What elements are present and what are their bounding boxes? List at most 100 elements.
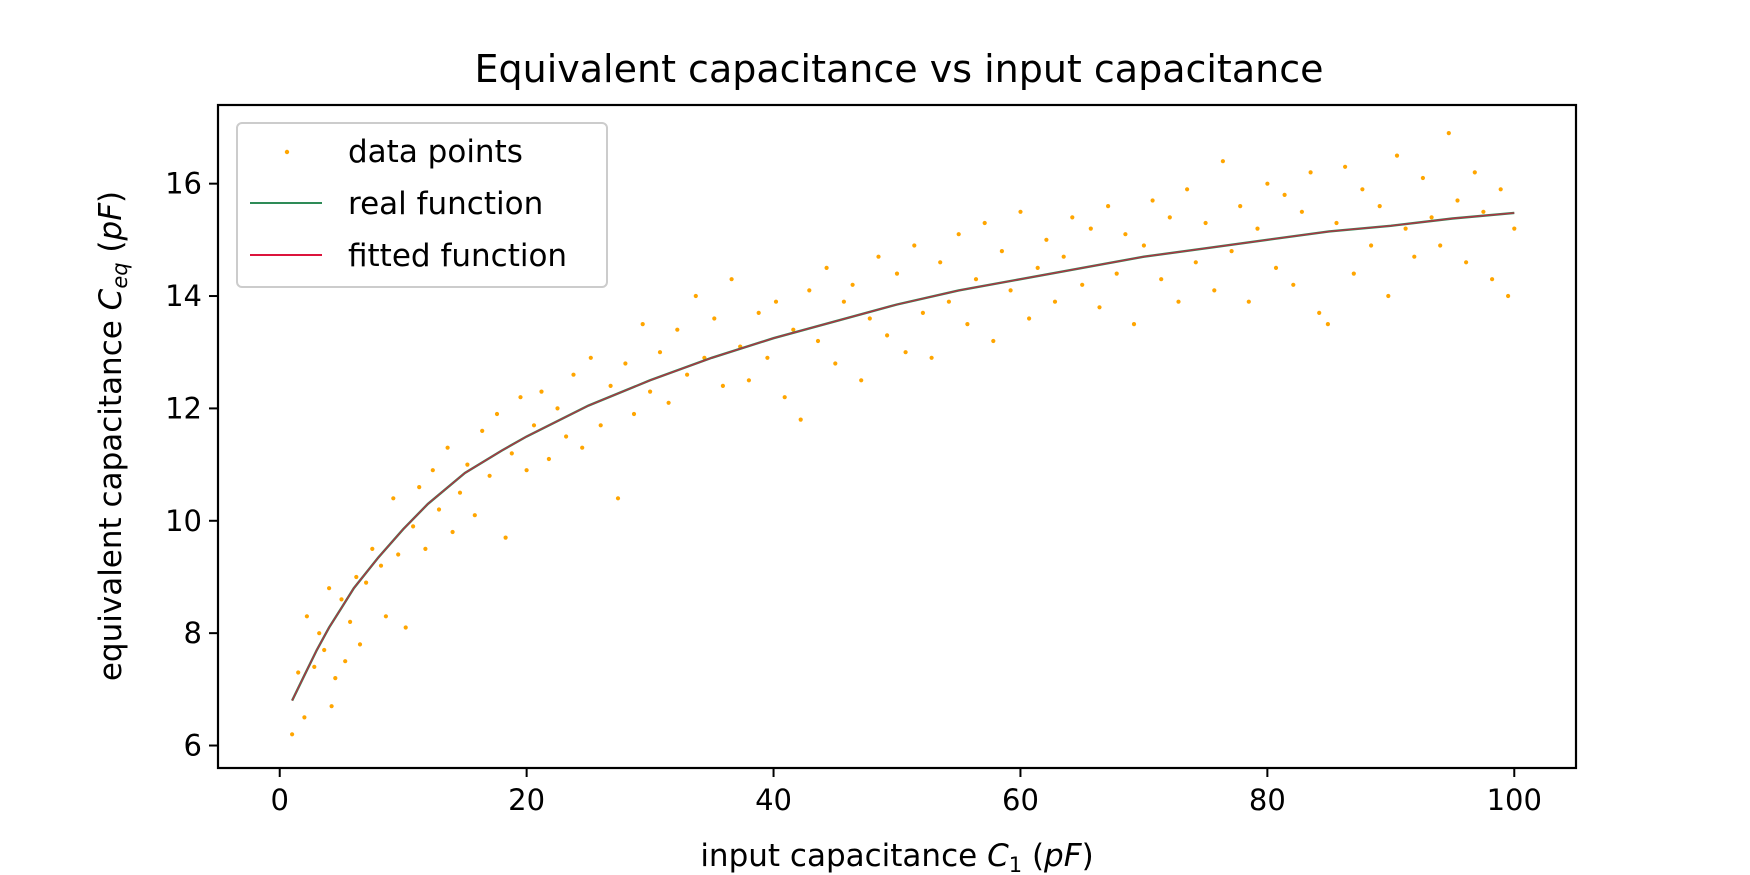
data-point (370, 546, 375, 552)
data-point (982, 220, 987, 226)
data-point (912, 243, 917, 248)
data-point (1185, 187, 1190, 192)
data-point (1360, 187, 1365, 192)
data-point (1512, 226, 1517, 231)
data-point (1369, 243, 1374, 248)
data-point (472, 513, 477, 518)
y-axis-label-subscript: eq (108, 262, 132, 288)
data-point (1282, 192, 1287, 197)
data-point (312, 664, 317, 670)
legend-label-fitted-function: fitted function (348, 238, 567, 274)
data-point (920, 310, 926, 315)
data-point (657, 350, 663, 355)
data-point (333, 676, 338, 681)
data-point (1080, 282, 1085, 287)
y-tick-label: 14 (165, 279, 202, 313)
data-point (824, 265, 829, 270)
data-point (1141, 243, 1146, 248)
data-point (640, 322, 645, 327)
data-point (1334, 220, 1339, 226)
data-point (1070, 215, 1075, 220)
data-point (531, 423, 537, 428)
data-point (1403, 226, 1408, 231)
y-axis-label-unit: pF (93, 202, 129, 242)
data-point (946, 299, 952, 304)
data-point (1377, 204, 1382, 209)
y-axis-ticks: 6 8 10 12 14 16 (165, 167, 218, 763)
legend: data points real function fitted functio… (236, 122, 608, 288)
data-point (1167, 215, 1172, 220)
data-point (1203, 220, 1208, 226)
data-point (1265, 181, 1270, 186)
data-point (1386, 293, 1391, 299)
data-point (1114, 271, 1119, 276)
data-point (411, 524, 416, 529)
data-point (1317, 310, 1322, 315)
x-tick-label: 100 (1487, 783, 1542, 817)
data-point (1061, 254, 1066, 259)
data-point (756, 310, 761, 315)
data-point (290, 732, 295, 737)
data-point (867, 316, 872, 321)
y-axis-label-prefix: equivalent capacitance (93, 310, 129, 681)
data-point (1123, 232, 1128, 237)
data-point (1325, 322, 1330, 327)
data-point (518, 395, 523, 400)
data-point (1044, 237, 1049, 242)
x-axis-ticks: 0 20 40 60 80 100 (271, 768, 1542, 817)
data-point (539, 389, 544, 394)
data-point (1412, 254, 1417, 259)
x-axis-label-symbol: C (987, 838, 1009, 874)
data-point (615, 496, 621, 501)
data-point (571, 372, 576, 377)
data-point (850, 282, 855, 287)
data-point (1343, 164, 1348, 169)
data-point (450, 529, 455, 535)
data-point (1273, 265, 1279, 270)
y-tick-label: 12 (165, 391, 202, 425)
data-point (729, 277, 734, 282)
data-point (1308, 170, 1313, 175)
data-point (457, 490, 463, 495)
data-point (631, 411, 637, 417)
data-point (524, 468, 529, 473)
data-point (973, 277, 979, 282)
data-point (1438, 243, 1443, 248)
data-point (465, 462, 470, 467)
x-axis-label-prefix: input capacitance (700, 838, 987, 874)
data-point (302, 715, 307, 720)
data-point (348, 619, 353, 625)
data-point (1220, 159, 1225, 164)
data-point (798, 417, 803, 422)
data-point (396, 552, 401, 557)
data-point (765, 355, 770, 360)
data-point (322, 647, 327, 653)
data-point (1394, 153, 1400, 158)
data-point (1052, 299, 1058, 304)
data-point (304, 614, 309, 619)
data-point (859, 378, 864, 383)
data-point (938, 260, 943, 265)
data-point (417, 485, 422, 490)
data-point (623, 361, 628, 366)
data-point (357, 642, 363, 647)
data-point (833, 361, 838, 366)
data-point (403, 625, 408, 630)
x-axis-label: input capacitance C1 (pF) (700, 838, 1093, 875)
legend-box (236, 122, 608, 288)
data-point (564, 434, 569, 439)
y-axis-label-unit-open: ( (93, 240, 129, 262)
data-point (480, 428, 485, 433)
data-point (1506, 293, 1511, 299)
data-point (1106, 204, 1111, 209)
data-point (1238, 204, 1243, 209)
data-point (903, 350, 908, 355)
data-point (329, 704, 334, 709)
data-point (339, 597, 344, 602)
data-point (876, 254, 881, 259)
data-point (773, 299, 779, 304)
data-point (1420, 175, 1425, 181)
y-tick-label: 6 (184, 729, 202, 763)
data-point (720, 383, 726, 388)
